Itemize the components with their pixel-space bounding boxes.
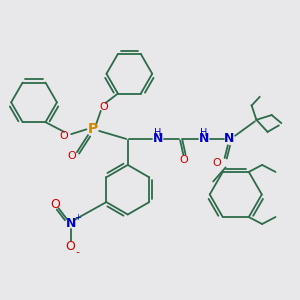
Text: N: N bbox=[153, 132, 163, 146]
Text: P: P bbox=[88, 122, 98, 136]
Text: -: - bbox=[76, 247, 80, 257]
Text: O: O bbox=[60, 131, 69, 141]
Text: O: O bbox=[68, 152, 76, 161]
Text: O: O bbox=[50, 197, 60, 211]
Text: N: N bbox=[199, 132, 209, 146]
Text: N: N bbox=[224, 132, 235, 146]
Text: +: + bbox=[74, 213, 81, 222]
Text: O: O bbox=[100, 102, 108, 112]
Text: O: O bbox=[212, 158, 221, 168]
Text: O: O bbox=[179, 154, 188, 164]
Text: H: H bbox=[154, 128, 162, 138]
Text: N: N bbox=[65, 217, 76, 230]
Text: O: O bbox=[66, 240, 76, 254]
Text: H: H bbox=[200, 128, 208, 138]
